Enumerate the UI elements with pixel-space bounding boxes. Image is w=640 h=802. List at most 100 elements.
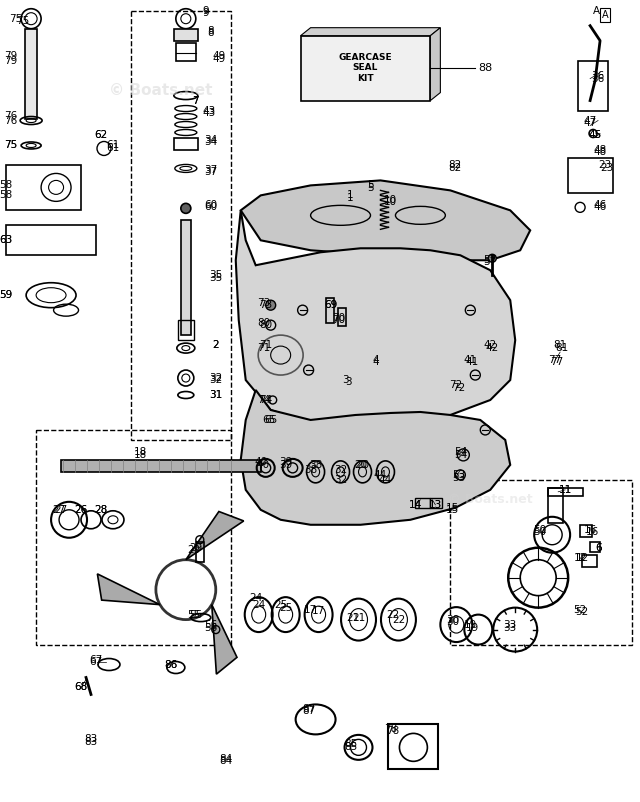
Text: 15: 15	[445, 504, 459, 515]
Text: 18: 18	[134, 450, 148, 460]
Text: 6: 6	[595, 543, 602, 553]
Text: 71: 71	[259, 340, 272, 350]
Text: 57: 57	[484, 255, 497, 265]
Text: 67: 67	[90, 657, 102, 666]
Text: 11: 11	[559, 485, 572, 495]
Text: 32: 32	[334, 475, 347, 485]
Polygon shape	[430, 28, 440, 100]
Text: 40: 40	[254, 457, 268, 467]
Text: 41: 41	[466, 357, 479, 367]
Polygon shape	[241, 390, 510, 525]
Text: 22: 22	[392, 614, 405, 625]
Text: 10: 10	[384, 197, 397, 208]
Circle shape	[488, 254, 496, 262]
Text: 73: 73	[259, 300, 272, 310]
Text: 79: 79	[4, 55, 18, 66]
Text: 28: 28	[94, 504, 108, 515]
Text: 16: 16	[584, 525, 596, 535]
Text: 82: 82	[449, 160, 462, 171]
Polygon shape	[236, 210, 515, 425]
Bar	[131, 10, 231, 440]
Text: 82: 82	[449, 164, 462, 173]
Text: 55: 55	[187, 610, 200, 620]
Text: 88: 88	[478, 63, 492, 73]
Text: GEARCASE
SEAL
KIT: GEARCASE SEAL KIT	[339, 53, 392, 83]
Text: 11: 11	[559, 485, 572, 495]
Text: 17: 17	[312, 606, 325, 616]
Text: 9: 9	[202, 8, 209, 18]
Text: 56: 56	[204, 622, 218, 633]
Text: 37: 37	[204, 168, 218, 177]
Text: 28: 28	[94, 504, 108, 515]
Text: 31: 31	[209, 390, 223, 400]
Text: 17: 17	[304, 605, 317, 614]
Text: 86: 86	[164, 659, 177, 670]
Bar	[451, 480, 632, 645]
Text: 87: 87	[302, 704, 316, 715]
Text: 8: 8	[207, 26, 214, 35]
Text: 78: 78	[386, 727, 399, 736]
Text: 20: 20	[356, 460, 369, 470]
Text: 2: 2	[212, 340, 219, 350]
Circle shape	[266, 300, 276, 310]
Text: 19: 19	[464, 620, 477, 630]
Text: 46: 46	[593, 202, 607, 213]
Text: 20: 20	[354, 460, 367, 470]
Text: 33: 33	[504, 622, 517, 633]
Text: 63: 63	[0, 235, 13, 245]
Text: 5: 5	[367, 180, 374, 190]
Text: 63: 63	[0, 235, 13, 245]
Text: 13: 13	[429, 500, 442, 510]
Bar	[181, 221, 191, 335]
Text: 79: 79	[4, 51, 18, 61]
Text: A: A	[593, 6, 600, 16]
Text: 80: 80	[257, 318, 270, 328]
Text: 27: 27	[54, 504, 68, 515]
Bar	[582, 555, 597, 567]
Text: 54: 54	[454, 450, 467, 460]
Text: 46: 46	[593, 200, 607, 210]
Bar	[430, 498, 442, 508]
Text: 72: 72	[452, 383, 465, 393]
Text: 29: 29	[187, 545, 200, 555]
Text: 77: 77	[550, 357, 564, 367]
Text: 40: 40	[256, 460, 269, 470]
Text: 73: 73	[257, 298, 270, 308]
Text: 12: 12	[573, 553, 587, 563]
Text: 50: 50	[534, 527, 547, 537]
Text: 59: 59	[0, 290, 13, 300]
Bar	[178, 320, 194, 340]
Text: 21: 21	[352, 613, 365, 622]
Polygon shape	[301, 28, 440, 35]
Text: 13: 13	[429, 500, 442, 510]
Text: 48: 48	[593, 148, 607, 157]
Text: 61: 61	[106, 144, 120, 153]
Text: 77: 77	[548, 355, 562, 365]
Text: 75: 75	[4, 140, 18, 151]
Text: 8: 8	[207, 28, 214, 38]
Text: 81: 81	[556, 343, 569, 353]
Text: 24: 24	[249, 593, 262, 602]
Text: 86: 86	[164, 659, 177, 670]
Text: 32: 32	[334, 465, 347, 475]
Text: © Boats.net: © Boats.net	[109, 83, 212, 98]
Bar	[337, 308, 346, 326]
Text: 67: 67	[90, 654, 102, 665]
Text: 34: 34	[204, 136, 218, 145]
Text: 1: 1	[348, 193, 354, 204]
Text: 84: 84	[219, 756, 232, 767]
Bar	[6, 165, 81, 210]
Text: 26: 26	[74, 504, 88, 515]
Text: 76: 76	[4, 111, 18, 120]
Text: 43: 43	[202, 106, 216, 115]
Bar	[415, 498, 430, 508]
Text: 23: 23	[598, 160, 612, 171]
Text: 33: 33	[504, 620, 517, 630]
Text: 58: 58	[0, 180, 13, 190]
Bar	[578, 61, 608, 111]
Text: 24: 24	[252, 600, 266, 610]
Bar	[388, 724, 438, 769]
Text: 74: 74	[257, 395, 270, 405]
Text: 70: 70	[332, 313, 345, 323]
Text: 68: 68	[74, 683, 88, 692]
